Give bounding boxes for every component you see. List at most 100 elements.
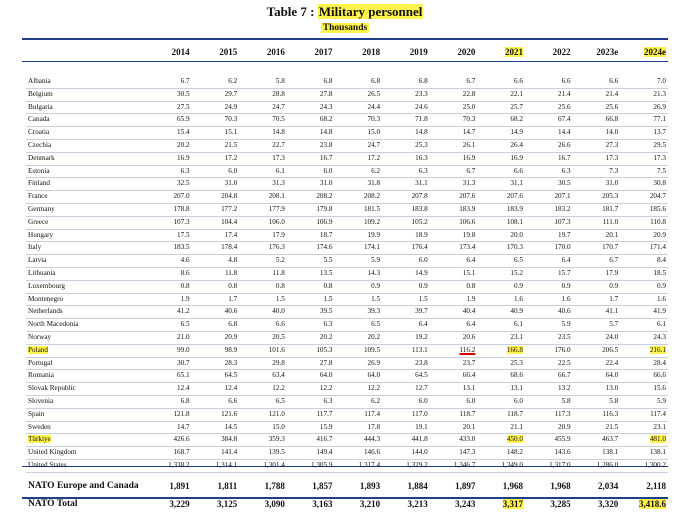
value-cell: 106.9 bbox=[286, 216, 335, 230]
value-text: 12.7 bbox=[415, 384, 428, 393]
value-cell: 40.4 bbox=[429, 305, 478, 320]
value-cell: 14.8 bbox=[239, 126, 287, 140]
table-row: Poland 99.0 98.9 101.6 105.3 109.5 113.1 116.2 1… bbox=[26, 344, 668, 358]
table-row: Canada 65.9 70.3 70.5 68.2 70.3 71.8 70.3 68.2 67… bbox=[26, 113, 668, 128]
value-text: 17.8 bbox=[367, 422, 381, 431]
value-text: 5.9 bbox=[657, 396, 666, 405]
value-cell: 20.9 bbox=[525, 421, 573, 435]
value-cell: 22.4 bbox=[572, 357, 621, 371]
value-cell: 16.7 bbox=[286, 152, 335, 166]
country-name: Greece bbox=[28, 217, 49, 226]
value-text: 15.4 bbox=[177, 128, 190, 137]
value-cell: 31.3 bbox=[239, 177, 287, 192]
value-cell: 111.0 bbox=[572, 216, 621, 230]
value-cell: 139.5 bbox=[239, 446, 287, 460]
value-cell: 14.0 bbox=[572, 126, 621, 140]
value-cell: 216.1 bbox=[620, 344, 668, 358]
year-header: 2022 bbox=[525, 42, 573, 62]
value-text: 19.9 bbox=[367, 230, 381, 239]
country-cell: Belgium bbox=[26, 88, 144, 102]
value-text: 64.0 bbox=[605, 371, 619, 380]
value-cell: 183.9 bbox=[429, 203, 478, 217]
value-cell: 0.9 bbox=[525, 280, 573, 294]
value-text: 6.6 bbox=[609, 77, 619, 85]
value-cell: 99.0 bbox=[144, 344, 192, 358]
value-text: 179.8 bbox=[316, 204, 333, 213]
value-text: 178.4 bbox=[221, 243, 238, 252]
value-text: 121.0 bbox=[268, 409, 285, 418]
value-cell: 0.8 bbox=[191, 280, 240, 294]
year-label: 2018 bbox=[362, 47, 381, 57]
country-cell: Bulgaria bbox=[26, 101, 144, 115]
value-cell: 1,349.0 bbox=[477, 459, 525, 473]
value-text: 31.3 bbox=[462, 179, 476, 188]
value-text: 77.1 bbox=[653, 115, 666, 124]
value-text: 6.7 bbox=[609, 256, 619, 265]
value-text: 207.6 bbox=[506, 192, 523, 201]
table-row: United States 1,338.2 1,314.1 1,301.4 1,305.… bbox=[26, 459, 668, 473]
country-name: United Kingdom bbox=[28, 448, 77, 457]
value-cell: 26.1 bbox=[429, 139, 478, 153]
value-text: 6.0 bbox=[514, 396, 523, 405]
value-cell: 1.5 bbox=[382, 293, 430, 307]
value-text: 5.8 bbox=[609, 396, 619, 405]
value-cell: 171.4 bbox=[620, 241, 668, 256]
value-cell: 5.2 bbox=[239, 254, 287, 268]
value-text: 5.5 bbox=[323, 256, 333, 265]
value-cell: 26.9 bbox=[334, 357, 383, 371]
value-cell: 6.6 bbox=[477, 165, 525, 179]
value-text: 21.3 bbox=[653, 89, 666, 98]
value-text: 68.2 bbox=[319, 115, 333, 124]
value-cell: 20.9 bbox=[620, 229, 668, 243]
value-cell: 70.5 bbox=[239, 113, 287, 128]
value-text: 207.8 bbox=[411, 192, 428, 201]
value-text: 6.8 bbox=[180, 396, 190, 405]
value-text: 5.9 bbox=[561, 320, 571, 329]
value-text: 31.0 bbox=[224, 179, 238, 188]
value-cell: 359.3 bbox=[239, 433, 287, 448]
value-text: 6.7 bbox=[466, 166, 476, 175]
value-cell: 6.2 bbox=[334, 165, 383, 179]
table-row: Luxembourg 0.8 0.8 0.8 0.8 0.9 0.9 0.8 0.9 0.9 0.9… bbox=[26, 280, 668, 294]
value-text: 6.8 bbox=[371, 77, 381, 85]
value-text: 16.7 bbox=[558, 153, 571, 162]
value-text: 6.7 bbox=[466, 77, 476, 85]
value-cell: 455.9 bbox=[525, 433, 573, 448]
value-cell: 3,285 bbox=[525, 495, 573, 513]
value-text: 6.5 bbox=[275, 396, 285, 405]
value-text: 6.4 bbox=[466, 320, 476, 329]
value-cell: 0.9 bbox=[334, 280, 383, 294]
value-cell: 1.6 bbox=[620, 293, 668, 307]
year-label: 2023e bbox=[596, 47, 619, 57]
value-cell: 117.4 bbox=[334, 408, 383, 422]
value-cell: 14.9 bbox=[382, 267, 430, 281]
value-cell: 25.3 bbox=[382, 139, 430, 153]
value-cell: 21.1 bbox=[477, 421, 525, 435]
value-text: 106.0 bbox=[268, 217, 285, 226]
value-text: 117.0 bbox=[411, 409, 428, 418]
value-text: 23.7 bbox=[462, 358, 476, 367]
value-cell: 17.2 bbox=[191, 152, 240, 166]
table-row: Czechia 20.2 21.5 22.7 23.8 24.7 25.3 26.1 26.4 2… bbox=[26, 139, 668, 153]
value-text: 23.3 bbox=[415, 89, 428, 98]
country-name: Latvia bbox=[28, 256, 47, 265]
value-text: 3,213 bbox=[407, 498, 428, 509]
value-text: 13.0 bbox=[605, 384, 619, 393]
value-cell: 416.7 bbox=[286, 433, 335, 448]
value-cell: 6.6 bbox=[525, 76, 573, 89]
value-cell: 28.3 bbox=[191, 357, 240, 371]
value-cell: 3,320 bbox=[573, 495, 621, 513]
value-cell: 0.9 bbox=[620, 280, 668, 294]
value-text: 170.0 bbox=[554, 243, 571, 252]
value-cell: 12.2 bbox=[286, 382, 335, 396]
value-cell: 6.0 bbox=[191, 165, 240, 179]
value-cell: 5.7 bbox=[572, 318, 621, 332]
value-text: 1,301.4 bbox=[263, 460, 285, 469]
value-text: 21.5 bbox=[224, 140, 238, 149]
value-cell: 70.3 bbox=[191, 113, 240, 128]
country-name: NATO Europe and Canada bbox=[28, 480, 139, 491]
value-cell: 40.9 bbox=[477, 305, 525, 320]
value-cell: 174.1 bbox=[334, 241, 383, 256]
value-cell: 14.5 bbox=[191, 421, 240, 435]
table-row: Finland 32.5 31.0 31.3 31.0 31.8 31.1 31.3 31.1 3… bbox=[26, 177, 668, 192]
